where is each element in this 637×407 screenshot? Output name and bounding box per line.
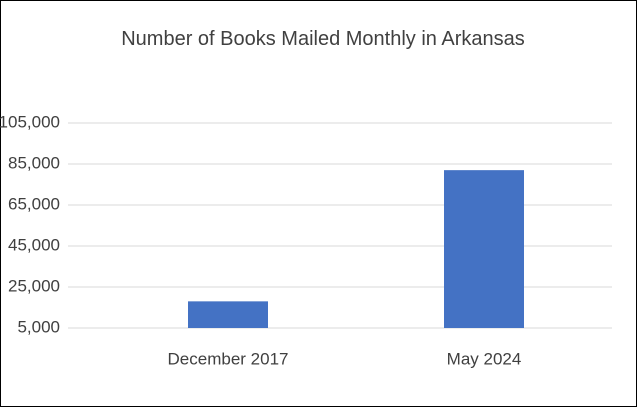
y-tick-label: 105,000 [0,112,60,131]
y-tick-label: 65,000 [8,194,60,213]
x-tick-label: May 2024 [447,349,522,368]
x-tick-label: December 2017 [168,349,289,368]
bar [188,301,268,328]
y-tick-label: 5,000 [17,317,60,336]
y-tick-label: 85,000 [8,153,60,172]
y-tick-label: 45,000 [8,235,60,254]
y-tick-label: 25,000 [8,276,60,295]
chart-title: Number of Books Mailed Monthly in Arkans… [121,28,525,50]
bar [444,170,524,328]
